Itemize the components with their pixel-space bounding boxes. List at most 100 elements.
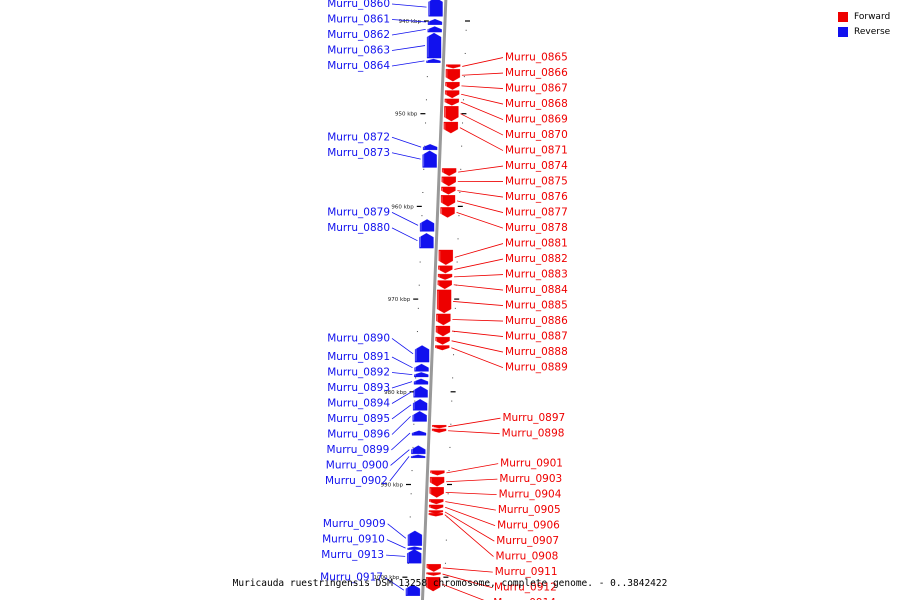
gene-arrow[interactable]	[419, 233, 434, 249]
gene-murru-0860[interactable]: Murru_0860	[327, 0, 443, 17]
gene-label[interactable]: Murru_0878	[505, 222, 568, 234]
gene-arrow[interactable]	[445, 69, 461, 82]
gene-arrow[interactable]	[429, 499, 444, 505]
gene-murru-0887[interactable]: Murru_0887	[435, 325, 568, 343]
gene-murru-0893[interactable]: Murru_0893	[327, 378, 429, 394]
gene-murru-0879[interactable]: Murru_0879	[327, 206, 435, 232]
gene-arrow[interactable]	[414, 345, 430, 363]
gene-label[interactable]: Murru_0883	[505, 269, 568, 281]
gene-murru-0901[interactable]: Murru_0901	[430, 458, 563, 476]
gene-label[interactable]: Murru_0876	[505, 191, 568, 203]
gene-arrow[interactable]	[411, 430, 427, 436]
gene-murru-0869[interactable]: Murru_0869	[444, 98, 568, 126]
gene-arrow[interactable]	[438, 265, 453, 274]
gene-arrow[interactable]	[426, 564, 441, 572]
gene-arrow[interactable]	[437, 280, 452, 290]
gene-murru-0908[interactable]: Murru_0908	[428, 513, 558, 563]
gene-murru-0868[interactable]: Murru_0868	[445, 90, 568, 111]
gene-arrow[interactable]	[444, 98, 460, 106]
gene-label[interactable]: Murru_0864	[327, 60, 390, 72]
gene-label[interactable]: Murru_0899	[327, 444, 390, 456]
gene-murru-0864[interactable]: Murru_0864	[327, 58, 441, 72]
gene-murru-0897[interactable]: Murru_0897	[432, 412, 565, 429]
gene-arrow[interactable]	[412, 399, 428, 411]
gene-arrow[interactable]	[428, 513, 443, 517]
gene-arrow[interactable]	[445, 82, 460, 90]
gene-murru-0891[interactable]: Murru_0891	[327, 351, 429, 372]
gene-murru-0863[interactable]: Murru_0863	[327, 32, 442, 59]
gene-arrow[interactable]	[412, 411, 427, 422]
gene-label[interactable]: Murru_0888	[505, 346, 568, 358]
gene-arrow[interactable]	[413, 386, 428, 398]
gene-murru-0881[interactable]: Murru_0881	[438, 238, 568, 265]
gene-murru-0890[interactable]: Murru_0890	[327, 332, 430, 363]
gene-arrow[interactable]	[432, 425, 447, 429]
gene-murru-0882[interactable]: Murru_0882	[438, 253, 568, 274]
gene-arrow[interactable]	[407, 549, 422, 564]
gene-murru-0883[interactable]: Murru_0883	[437, 269, 568, 281]
gene-label[interactable]: Murru_0902	[325, 475, 388, 487]
gene-arrow[interactable]	[444, 106, 459, 122]
gene-murru-0872[interactable]: Murru_0872	[327, 131, 438, 151]
gene-arrow[interactable]	[435, 345, 450, 351]
gene-murru-0895[interactable]: Murru_0895	[327, 399, 428, 425]
gene-murru-0909[interactable]: Murru_0909	[323, 518, 423, 546]
gene-murru-0898[interactable]: Murru_0898	[431, 428, 565, 440]
gene-arrow[interactable]	[414, 363, 429, 372]
gene-arrow[interactable]	[413, 378, 429, 385]
gene-murru-0899[interactable]: Murru_0899	[327, 430, 427, 456]
gene-murru-0876[interactable]: Murru_0876	[441, 186, 568, 203]
gene-arrow[interactable]	[435, 325, 451, 337]
gene-murru-0907[interactable]: Murru_0907	[428, 510, 559, 547]
gene-murru-0874[interactable]: Murru_0874	[441, 160, 568, 176]
gene-murru-0906[interactable]: Murru_0906	[428, 504, 560, 532]
gene-label[interactable]: Murru_0914	[493, 597, 556, 600]
gene-murru-0862[interactable]: Murru_0862	[327, 26, 442, 41]
gene-label[interactable]: Murru_0880	[327, 222, 390, 234]
gene-murru-0894[interactable]: Murru_0894	[327, 386, 428, 409]
gene-murru-0917[interactable]: Murru_0917	[320, 572, 421, 596]
gene-murru-0871[interactable]: Murru_0871	[443, 121, 568, 157]
gene-arrow[interactable]	[425, 577, 441, 592]
gene-murru-0886[interactable]: Murru_0886	[436, 313, 568, 327]
gene-murru-0896[interactable]: Murru_0896	[327, 411, 427, 440]
gene-label[interactable]: Murru_0867	[505, 83, 568, 95]
gene-murru-0889[interactable]: Murru_0889	[435, 345, 568, 374]
gene-murru-0904[interactable]: Murru_0904	[429, 487, 562, 501]
gene-label[interactable]: Murru_0903	[499, 473, 562, 485]
gene-arrow[interactable]	[428, 0, 443, 17]
gene-label[interactable]: Murru_0866	[505, 67, 568, 79]
gene-arrow[interactable]	[428, 510, 444, 514]
gene-label[interactable]: Murru_0896	[327, 428, 390, 440]
gene-murru-0870[interactable]: Murru_0870	[444, 106, 568, 141]
gene-label[interactable]: Murru_0889	[505, 362, 568, 374]
gene-label[interactable]: Murru_0877	[505, 207, 568, 219]
gene-murru-0878[interactable]: Murru_0878	[440, 207, 568, 234]
gene-label[interactable]: Murru_0913	[321, 549, 384, 561]
gene-label[interactable]: Murru_0917	[320, 572, 383, 584]
gene-arrow[interactable]	[414, 372, 429, 378]
gene-label[interactable]: Murru_0873	[327, 147, 390, 159]
gene-label[interactable]: Murru_0872	[327, 131, 390, 143]
gene-arrow[interactable]	[430, 470, 445, 476]
gene-murru-0888[interactable]: Murru_0888	[435, 336, 568, 358]
gene-label[interactable]: Murru_0898	[502, 428, 565, 440]
gene-label[interactable]: Murru_0890	[327, 332, 390, 344]
gene-murru-0877[interactable]: Murru_0877	[440, 195, 568, 219]
gene-label[interactable]: Murru_0862	[327, 29, 390, 41]
gene-murru-0861[interactable]: Murru_0861	[327, 14, 443, 26]
gene-label[interactable]: Murru_0912	[494, 582, 557, 594]
gene-murru-0902[interactable]: Murru_0902	[325, 454, 426, 487]
gene-label[interactable]: Murru_0894	[327, 397, 390, 409]
gene-label[interactable]: Murru_0907	[496, 535, 559, 547]
gene-label[interactable]: Murru_0905	[498, 504, 561, 516]
gene-murru-0873[interactable]: Murru_0873	[327, 147, 437, 168]
gene-label[interactable]: Murru_0860	[327, 0, 390, 10]
gene-arrow[interactable]	[407, 546, 422, 550]
gene-arrow[interactable]	[446, 64, 461, 69]
gene-arrow[interactable]	[426, 32, 442, 59]
gene-arrow[interactable]	[443, 121, 459, 134]
gene-label[interactable]: Murru_0906	[497, 520, 560, 532]
gene-murru-0885[interactable]: Murru_0885	[436, 289, 568, 314]
gene-arrow[interactable]	[441, 176, 456, 187]
